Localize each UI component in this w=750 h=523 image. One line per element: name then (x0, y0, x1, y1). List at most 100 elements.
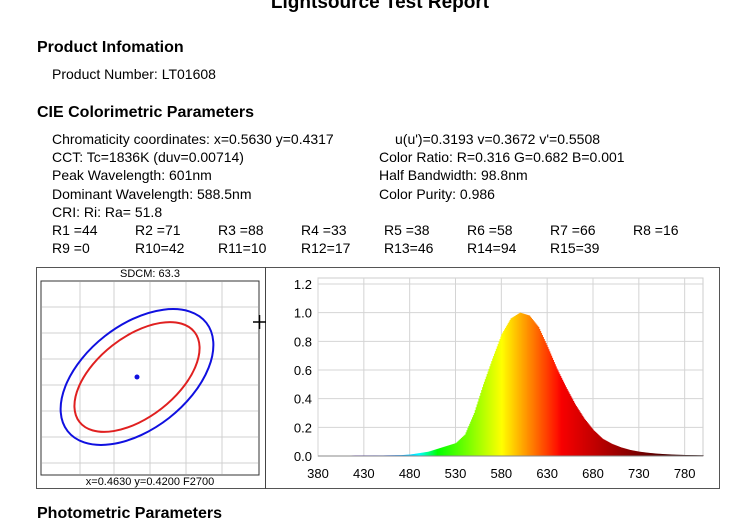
y-tick-label: 0.2 (294, 420, 312, 435)
x-tick-label: 530 (445, 466, 467, 481)
spectrum-bar (611, 443, 613, 456)
spectrum-bar (556, 368, 558, 456)
spectrum-bar (409, 454, 411, 456)
spectrum-bar (649, 453, 652, 456)
spectrum-bar (591, 427, 593, 456)
spectrum-bar (607, 441, 609, 456)
spectrum-bar (596, 433, 598, 456)
spectrum-bar (612, 444, 614, 456)
spectrum-bar (411, 454, 413, 456)
spectrum-bar (570, 395, 572, 456)
spectrum-bar (444, 446, 446, 456)
spectrum-bar (429, 451, 432, 456)
sdcm-label: SDCM: 63.3 (120, 268, 180, 280)
spectrum-bar (667, 454, 669, 456)
spectrum-bar (441, 447, 444, 456)
spectrum-bar (529, 316, 532, 456)
spectrum-bar (680, 454, 682, 456)
spectrum-bar (494, 353, 496, 456)
spectrum-bar (589, 425, 591, 456)
spectrum-bar (406, 454, 408, 456)
product-number: Product Number: LT01608 (52, 66, 216, 82)
spectrum-bar (457, 441, 459, 456)
chromaticity-coordinates: Chromaticity coordinates: x=0.5630 y=0.4… (52, 131, 334, 147)
chromaticity-point (134, 374, 140, 380)
spectrum-bar (643, 452, 645, 456)
color-ratio: Color Ratio: R=0.316 G=0.682 B=0.001 (379, 149, 625, 165)
spectrum-bar (636, 451, 638, 456)
ri-value: R10=42 (135, 240, 185, 256)
cri-ra: CRI: Ri: Ra= 51.8 (52, 204, 163, 220)
ri-value: R15=39 (550, 240, 600, 256)
spectrum-bar (460, 438, 462, 456)
spectrum-bar (677, 454, 679, 456)
spectrum-bar (439, 447, 442, 456)
spectrum-bar (525, 314, 527, 456)
spectrum-bar (592, 429, 594, 456)
spectrum-bar (490, 363, 492, 456)
spectrum-bar (610, 443, 612, 456)
spectrum-bar (635, 451, 637, 456)
spectrum-bar (514, 316, 516, 456)
spectrum-bar (454, 443, 456, 456)
spectrum-bar (440, 447, 443, 456)
spectrum-bar (424, 452, 426, 456)
spectrum-bar (469, 423, 471, 456)
y-tick-label: 0.0 (294, 449, 312, 464)
spectrum-bar (593, 431, 596, 456)
spectrum-bar (675, 454, 677, 456)
spectrum-bar (626, 448, 628, 456)
spectrum-bar (536, 324, 538, 456)
ri-value: R12=17 (301, 240, 351, 256)
spectrum-bar (658, 453, 660, 456)
spectrum-bar (527, 314, 529, 456)
spectrum-bar (561, 379, 564, 456)
spectrum-bar (631, 450, 633, 456)
spectrum-bar (609, 442, 611, 456)
spectrum-bar (584, 419, 587, 456)
spectrum-bar (473, 413, 476, 456)
x-tick-label: 480 (399, 466, 421, 481)
photometric-heading: Photometric Parameters (37, 505, 222, 522)
ri-value: R13=46 (384, 240, 434, 256)
y-tick-label: 0.8 (294, 334, 312, 349)
spectrum-bar (477, 401, 479, 456)
spectrum-bar (617, 446, 620, 456)
spectrum-bar (475, 407, 477, 456)
spectrum-bar (431, 450, 433, 456)
spectrum-bar (560, 376, 562, 456)
spectrum-bar (659, 453, 662, 456)
spectrum-bar (445, 446, 447, 456)
spectrum-bar (432, 450, 434, 456)
spectrum-bar (582, 417, 585, 456)
spectrum-bar (496, 346, 499, 456)
spectrum-bar (605, 440, 608, 456)
spectrum-bar (554, 364, 556, 456)
spectrum-bar (555, 366, 557, 456)
spectrum-bar (582, 415, 584, 456)
inner-ellipse (73, 321, 201, 433)
spectrum-bar (618, 446, 620, 456)
spectrum-bar (563, 383, 565, 456)
spectrum-bar (465, 432, 467, 456)
spectrum-bar (510, 318, 512, 456)
spectrum-bar (634, 450, 636, 456)
spectrum-bar (567, 390, 569, 456)
spectrum-bar (513, 316, 515, 456)
spectrum-bar (418, 453, 421, 456)
spectrum-bar (657, 453, 659, 456)
spectrum-bar (553, 362, 555, 456)
spectrum-bar (521, 313, 523, 456)
spectrum-bar (571, 397, 573, 456)
spectrum-bar (549, 351, 551, 456)
spectrum-bar (663, 454, 665, 456)
spectrum-bar (593, 430, 595, 456)
spectrum-bar (408, 454, 411, 456)
spectrum-bar (436, 449, 438, 456)
spectrum-bar (575, 405, 577, 456)
spectrum-bar (645, 452, 647, 456)
spectrum-bar (651, 453, 653, 456)
spectrum-bar (644, 452, 646, 456)
sdcm-plot (40, 280, 266, 476)
spectrum-bar (573, 402, 576, 456)
